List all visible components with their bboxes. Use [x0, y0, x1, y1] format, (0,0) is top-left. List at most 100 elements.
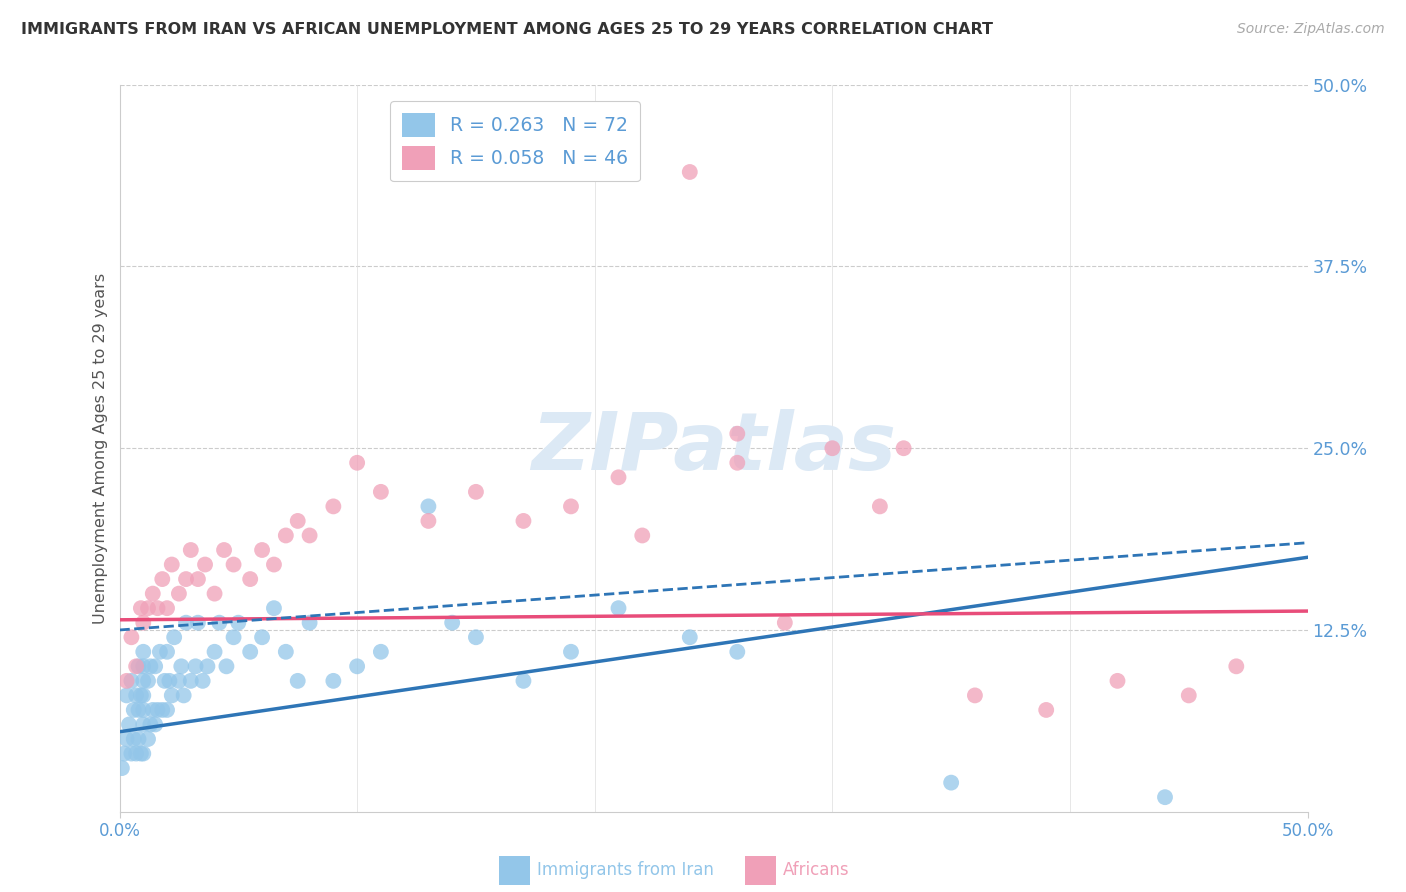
Point — [132, 659, 155, 673]
Point — [167, 587, 190, 601]
Point — [122, 731, 145, 746]
Point — [184, 659, 207, 673]
Point — [250, 543, 273, 558]
Point — [112, 747, 135, 761]
Text: Immigrants from Iran: Immigrants from Iran — [537, 861, 714, 879]
Point — [298, 615, 321, 630]
Point — [204, 645, 226, 659]
Point — [125, 747, 148, 761]
Point — [187, 615, 209, 630]
Point — [157, 673, 180, 688]
Point — [821, 442, 844, 455]
Point — [122, 703, 145, 717]
Point — [725, 426, 748, 441]
Point — [274, 528, 297, 542]
Point — [129, 689, 152, 703]
Point — [370, 484, 392, 499]
Point — [418, 500, 440, 514]
Point — [143, 659, 166, 673]
Point — [250, 630, 273, 644]
Point — [132, 689, 155, 703]
Point — [132, 717, 155, 731]
Point — [129, 601, 152, 615]
Point — [215, 659, 238, 673]
Point — [287, 514, 309, 528]
Point — [150, 703, 173, 717]
Point — [128, 659, 150, 673]
Point — [142, 587, 165, 601]
Point — [120, 747, 142, 761]
Point — [160, 558, 183, 572]
Point — [129, 747, 152, 761]
Point — [893, 442, 915, 455]
Point — [212, 543, 235, 558]
Point — [773, 615, 796, 630]
Point — [132, 645, 155, 659]
Point — [120, 673, 142, 688]
Point — [560, 645, 582, 659]
Point — [239, 645, 262, 659]
Point — [142, 703, 165, 717]
Point — [322, 673, 344, 688]
Legend: R = 0.263   N = 72, R = 0.058   N = 46: R = 0.263 N = 72, R = 0.058 N = 46 — [391, 102, 640, 181]
Point — [174, 572, 197, 586]
Point — [322, 500, 344, 514]
Point — [174, 615, 197, 630]
Point — [136, 673, 159, 688]
Point — [512, 514, 534, 528]
Point — [298, 528, 321, 542]
Text: Africans: Africans — [783, 861, 849, 879]
Point — [132, 703, 155, 717]
Point — [136, 601, 159, 615]
Point — [239, 572, 262, 586]
Point — [156, 601, 179, 615]
Point — [274, 645, 297, 659]
Point — [204, 587, 226, 601]
Point — [180, 543, 202, 558]
Point — [128, 703, 150, 717]
Point — [963, 689, 986, 703]
Point — [170, 659, 193, 673]
Point — [1154, 790, 1177, 805]
Point — [607, 601, 630, 615]
Point — [228, 615, 250, 630]
Point — [208, 615, 231, 630]
Point — [125, 659, 148, 673]
Point — [679, 630, 702, 644]
Point — [418, 514, 440, 528]
Point — [441, 615, 464, 630]
Y-axis label: Unemployment Among Ages 25 to 29 years: Unemployment Among Ages 25 to 29 years — [93, 273, 108, 624]
Point — [1035, 703, 1057, 717]
Point — [370, 645, 392, 659]
Point — [869, 500, 891, 514]
Point — [679, 165, 702, 179]
Point — [132, 615, 155, 630]
Point — [153, 673, 176, 688]
Point — [1225, 659, 1247, 673]
Point — [139, 717, 162, 731]
Point — [115, 673, 138, 688]
Point — [194, 558, 217, 572]
Point — [725, 456, 748, 470]
Point — [149, 645, 172, 659]
Point — [464, 484, 488, 499]
Point — [631, 528, 654, 542]
Point — [346, 659, 368, 673]
Point — [111, 761, 134, 775]
Point — [173, 689, 195, 703]
Point — [115, 731, 138, 746]
Point — [464, 630, 488, 644]
Point — [118, 717, 141, 731]
Point — [132, 673, 155, 688]
Point — [560, 500, 582, 514]
Point — [725, 645, 748, 659]
Point — [156, 703, 179, 717]
Point — [263, 601, 285, 615]
Point — [1107, 673, 1129, 688]
Point — [150, 572, 173, 586]
Point — [128, 731, 150, 746]
Point — [222, 630, 245, 644]
Point — [512, 673, 534, 688]
Text: IMMIGRANTS FROM IRAN VS AFRICAN UNEMPLOYMENT AMONG AGES 25 TO 29 YEARS CORRELATI: IMMIGRANTS FROM IRAN VS AFRICAN UNEMPLOY… — [21, 22, 993, 37]
Point — [939, 775, 962, 789]
